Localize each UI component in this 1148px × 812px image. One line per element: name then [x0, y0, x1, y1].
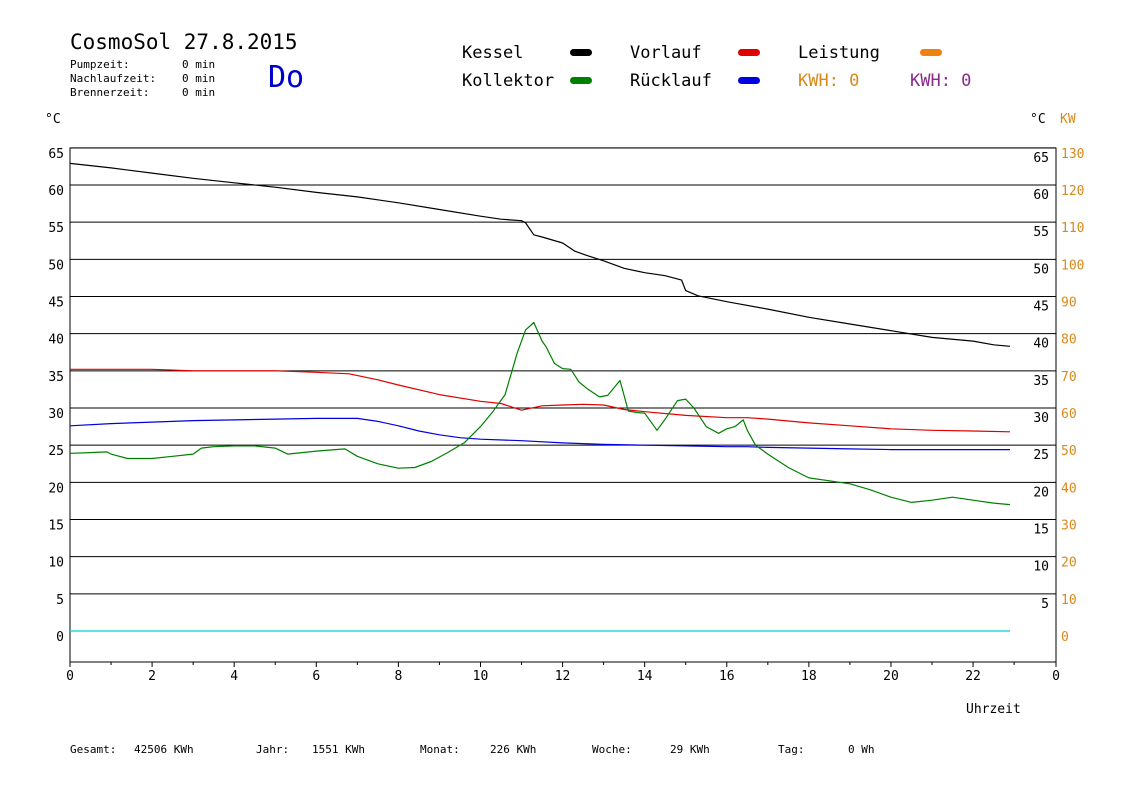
- x-tick-label-9: 18: [801, 669, 817, 684]
- x-tick-label-12: 0: [1052, 669, 1060, 684]
- legend-vorlauf-swatch: [738, 49, 760, 56]
- y-tick-left-5: 5: [56, 593, 64, 608]
- footer-jahr-label: Jahr:: [256, 743, 290, 756]
- footer-gesamt-label: Gesamt:: [70, 743, 117, 756]
- y-tick-right-kw-20: 20: [1061, 556, 1077, 571]
- y-tick-right-kw-60: 60: [1061, 407, 1077, 422]
- x-axis-label: Uhrzeit: [966, 702, 1021, 717]
- y-tick-left-65: 65: [48, 147, 64, 162]
- pumpzeit-label: Pumpzeit:: [70, 58, 130, 71]
- y-tick-left-60: 60: [48, 184, 64, 199]
- weekday-label: Do: [268, 60, 305, 95]
- x-tick-label-10: 20: [883, 669, 899, 684]
- y-tick-left-55: 55: [48, 221, 64, 236]
- y-tick-right-kw-80: 80: [1061, 333, 1077, 348]
- y-tick-left-45: 45: [48, 296, 64, 311]
- footer-tag-value: 0 Wh: [848, 743, 875, 756]
- y-tick-right-kw-40: 40: [1061, 481, 1077, 496]
- nachlaufzeit-value: 0 min: [182, 72, 216, 85]
- y-tick-right-kw-50: 50: [1061, 444, 1077, 459]
- x-tick-label-7: 14: [637, 669, 653, 684]
- footer-woche-label: Woche:: [592, 743, 632, 756]
- legend-kwh2-label: KWH: 0: [910, 71, 972, 91]
- legend-ruecklauf-swatch: [738, 77, 760, 84]
- x-tick-label-5: 10: [473, 669, 489, 684]
- footer-monat-value: 226 KWh: [490, 743, 537, 756]
- y-tick-left-50: 50: [48, 258, 64, 273]
- series-line-kessel: [69, 162, 1011, 347]
- legend-kollektor-label: Kollektor: [462, 71, 555, 91]
- y-tick-right-kw-100: 100: [1061, 258, 1084, 273]
- legend-leistung-label: Leistung: [798, 43, 880, 63]
- y-tick-right-c-35: 35: [1033, 374, 1049, 389]
- y-tick-right-c-45: 45: [1033, 300, 1049, 315]
- grid-layer: [69, 147, 1057, 663]
- y-tick-right-c-60: 60: [1033, 188, 1049, 203]
- legend-kessel-swatch: [570, 49, 592, 56]
- y-tick-right-c-5: 5: [1041, 597, 1049, 612]
- y-tick-left-30: 30: [48, 407, 64, 422]
- y-tick-left-25: 25: [48, 444, 64, 459]
- y-tick-right-kw-10: 10: [1061, 593, 1077, 608]
- y-tick-left-40: 40: [48, 333, 64, 348]
- footer-woche-value: 29 KWh: [670, 743, 710, 756]
- footer-jahr-value: 1551 KWh: [312, 743, 365, 756]
- y-tick-right-kw-0: 0: [1061, 630, 1069, 645]
- series-line-vorlauf: [70, 368, 1011, 433]
- right-axis-unit-kw: KW: [1060, 112, 1076, 127]
- legend-kwh1-label: KWH: 0: [798, 71, 860, 91]
- brennerzeit-value: 0 min: [182, 86, 216, 99]
- nachlaufzeit-label: Nachlaufzeit:: [70, 72, 157, 85]
- series-line-ruecklauf: [69, 417, 1010, 451]
- y-tick-right-kw-120: 120: [1061, 184, 1084, 199]
- legend-vorlauf-label: Vorlauf: [630, 43, 702, 63]
- chart-title: CosmoSol 27.8.2015: [70, 30, 298, 54]
- y-tick-right-c-25: 25: [1033, 448, 1049, 463]
- y-tick-left-20: 20: [48, 481, 64, 496]
- x-tick-label-3: 6: [312, 669, 320, 684]
- y-tick-left-35: 35: [48, 370, 64, 385]
- legend-kessel-label: Kessel: [462, 43, 524, 63]
- x-tick-label-2: 4: [230, 669, 238, 684]
- legend-leistung-swatch: [920, 49, 942, 56]
- y-tick-right-kw-70: 70: [1061, 370, 1077, 385]
- x-tick-label-11: 22: [965, 669, 981, 684]
- legend-ruecklauf-label: Rücklauf: [630, 71, 712, 91]
- y-tick-right-c-15: 15: [1033, 523, 1049, 538]
- y-tick-left-0: 0: [56, 630, 64, 645]
- x-tick-label-8: 16: [719, 669, 735, 684]
- y-tick-left-10: 10: [48, 556, 64, 571]
- y-tick-right-c-65: 65: [1033, 151, 1049, 166]
- x-tick-label-4: 8: [394, 669, 402, 684]
- footer-tag-label: Tag:: [778, 743, 805, 756]
- x-tick-label-6: 12: [555, 669, 571, 684]
- brennerzeit-label: Brennerzeit:: [70, 86, 150, 99]
- footer-monat-label: Monat:: [420, 743, 460, 756]
- y-tick-right-c-50: 50: [1033, 262, 1049, 277]
- footer-gesamt-value: 42506 KWh: [134, 743, 194, 756]
- series-layer: [69, 162, 1011, 632]
- tick-layer: 0510152025303540455055606551015202530354…: [48, 147, 1084, 684]
- pumpzeit-value: 0 min: [182, 58, 216, 71]
- y-tick-right-kw-110: 110: [1061, 221, 1084, 236]
- y-tick-right-c-40: 40: [1033, 337, 1049, 352]
- y-tick-right-kw-130: 130: [1061, 147, 1084, 162]
- left-axis-unit: °C: [45, 112, 61, 127]
- y-tick-right-kw-90: 90: [1061, 296, 1077, 311]
- y-tick-left-15: 15: [48, 519, 64, 534]
- x-tick-label-0: 0: [66, 669, 74, 684]
- y-tick-right-kw-30: 30: [1061, 519, 1077, 534]
- y-tick-right-c-30: 30: [1033, 411, 1049, 426]
- y-tick-right-c-20: 20: [1033, 485, 1049, 500]
- series-line-kollektor: [69, 321, 1011, 506]
- y-tick-right-c-10: 10: [1033, 560, 1049, 575]
- legend-kollektor-swatch: [570, 77, 592, 84]
- right-axis-unit-celsius: °C: [1030, 112, 1046, 127]
- x-tick-label-1: 2: [148, 669, 156, 684]
- y-tick-right-c-55: 55: [1033, 225, 1049, 240]
